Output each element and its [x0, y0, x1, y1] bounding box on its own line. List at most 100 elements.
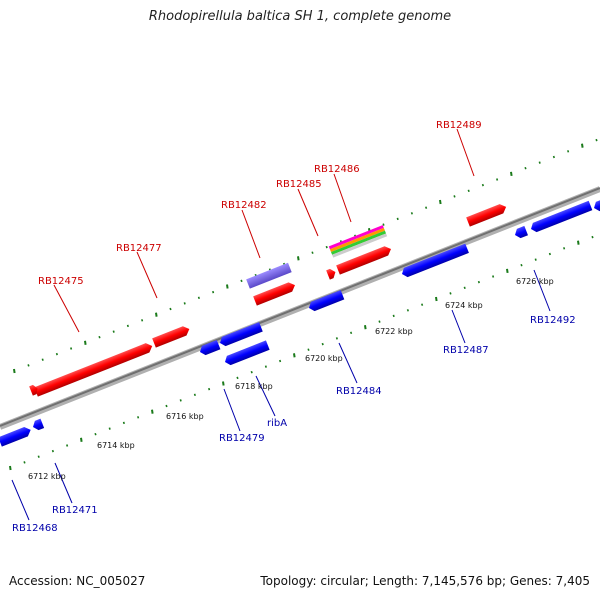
- upper-tick: [13, 368, 16, 374]
- misc-feature-box[interactable]: [246, 262, 292, 289]
- gene-label-RB12484[interactable]: RB12484: [336, 386, 382, 397]
- upper-tick: [538, 161, 541, 164]
- scale-label-6718: 6718 kbp: [235, 382, 273, 391]
- upper-tick-row: [13, 138, 598, 374]
- lower-tick: [23, 461, 26, 464]
- upper-tick: [41, 358, 44, 361]
- upper-tick: [169, 307, 172, 311]
- gene-label-RB12475[interactable]: RB12475: [38, 276, 84, 287]
- lower-tick: [378, 320, 381, 323]
- upper-tick: [595, 138, 598, 142]
- upper-tick: [98, 335, 101, 339]
- forward-gene-RB12489[interactable]: [466, 202, 508, 227]
- label-leaders: [11, 128, 551, 521]
- lower-tick: [563, 247, 566, 250]
- lower-tick: [80, 437, 83, 442]
- reverse-small-gene[interactable]: [198, 339, 221, 357]
- lower-tick: [435, 296, 438, 302]
- upper-tick: [425, 206, 428, 209]
- forward-gene-RB12482[interactable]: [253, 281, 297, 306]
- genome-backbone: [0, 186, 600, 430]
- lower-tick: [449, 292, 452, 295]
- lower-tick: [307, 348, 310, 351]
- upper-tick: [27, 364, 30, 367]
- upper-tick: [226, 284, 229, 289]
- upper-tick: [467, 189, 470, 193]
- lower-tick: [122, 421, 125, 425]
- upper-tick: [55, 352, 58, 356]
- rna-feature-stack[interactable]: [328, 225, 388, 258]
- scale-label-6714: 6714 kbp: [97, 441, 135, 450]
- lower-tick: [492, 275, 495, 278]
- upper-tick: [70, 347, 73, 350]
- gene-label-ribA[interactable]: ribA: [267, 418, 287, 429]
- lower-tick: [94, 432, 97, 436]
- lower-tick: [193, 393, 196, 397]
- forward-gene-RB12485[interactable]: [326, 267, 337, 280]
- lower-tick: [463, 286, 466, 290]
- upper-tick: [141, 319, 144, 322]
- upper-tick: [84, 340, 87, 345]
- gene-label-RB12492[interactable]: RB12492: [530, 315, 576, 326]
- reverse-gene-RB12487[interactable]: [400, 243, 469, 279]
- forward-small-gene[interactable]: [29, 384, 39, 396]
- upper-tick: [524, 166, 527, 170]
- lower-tick: [520, 263, 523, 267]
- lower-tick: [506, 268, 509, 274]
- upper-tick: [396, 217, 399, 221]
- upper-tick: [510, 171, 513, 177]
- forward-gene-RB12486[interactable]: [336, 244, 393, 275]
- reverse-gene-edge[interactable]: [592, 198, 600, 213]
- forward-gene-RB12475[interactable]: [34, 341, 154, 397]
- lower-tick: [208, 387, 211, 391]
- gene-label-RB12482[interactable]: RB12482: [221, 200, 267, 211]
- forward-gene-RB12477[interactable]: [152, 324, 191, 348]
- lower-tick-row: [9, 235, 594, 471]
- reverse-gene-upper-pair[interactable]: [218, 322, 263, 347]
- scale-label-6722: 6722 kbp: [375, 327, 413, 336]
- gene-label-RB12471[interactable]: RB12471: [52, 505, 98, 516]
- upper-tick: [567, 150, 570, 153]
- scale-label-6712: 6712 kbp: [28, 472, 66, 481]
- genome-title: Rhodopirellula baltica SH 1, complete ge…: [148, 9, 452, 24]
- lower-tick: [51, 449, 54, 453]
- gene-label-RB12487[interactable]: RB12487: [443, 345, 489, 356]
- gene-label-RB12486[interactable]: RB12486: [314, 164, 360, 175]
- reverse-gene-RB12492[interactable]: [529, 200, 593, 234]
- upper-tick: [552, 155, 555, 159]
- reverse-gene-RB12468[interactable]: [0, 425, 33, 447]
- lower-tick: [264, 365, 267, 368]
- lower-tick: [222, 381, 225, 386]
- lower-tick: [364, 325, 367, 330]
- gene-label-RB12479[interactable]: RB12479: [219, 433, 265, 444]
- lower-tick: [279, 359, 282, 363]
- upper-tick: [126, 324, 129, 328]
- gene-label-RB12477[interactable]: RB12477: [116, 243, 162, 254]
- reverse-gene-RB12484[interactable]: [307, 290, 345, 313]
- reverse-gene-labels: RB12468 RB12471 RB12479 ribA RB12484 RB1…: [12, 315, 576, 534]
- upper-tick: [112, 330, 115, 333]
- upper-tick: [297, 256, 300, 261]
- upper-tick: [382, 223, 385, 226]
- reverse-gene-RB12471[interactable]: [31, 418, 45, 432]
- reverse-gene-RB12479[interactable]: [223, 340, 270, 366]
- scale-label-6720: 6720 kbp: [305, 354, 343, 363]
- lower-tick: [37, 455, 40, 458]
- forward-gene-labels: RB12475 RB12477 RB12482 RB12485 RB12486 …: [38, 120, 482, 287]
- lower-tick: [293, 353, 296, 358]
- upper-tick: [481, 183, 484, 187]
- gene-label-RB12489[interactable]: RB12489: [436, 120, 482, 131]
- scale-labels: 6712 kbp 6714 kbp 6716 kbp 6718 kbp 6720…: [28, 277, 554, 481]
- gene-label-RB12468[interactable]: RB12468: [12, 523, 58, 534]
- lower-tick: [137, 416, 140, 419]
- lower-tick: [548, 252, 551, 256]
- upper-tick: [496, 178, 499, 181]
- gene-label-RB12485[interactable]: RB12485: [276, 179, 322, 190]
- lower-tick: [179, 399, 182, 402]
- lower-tick: [577, 240, 580, 245]
- lower-tick: [151, 409, 154, 414]
- lower-tick: [534, 258, 537, 261]
- reverse-small-gene-2[interactable]: [513, 225, 528, 240]
- upper-tick: [183, 302, 186, 305]
